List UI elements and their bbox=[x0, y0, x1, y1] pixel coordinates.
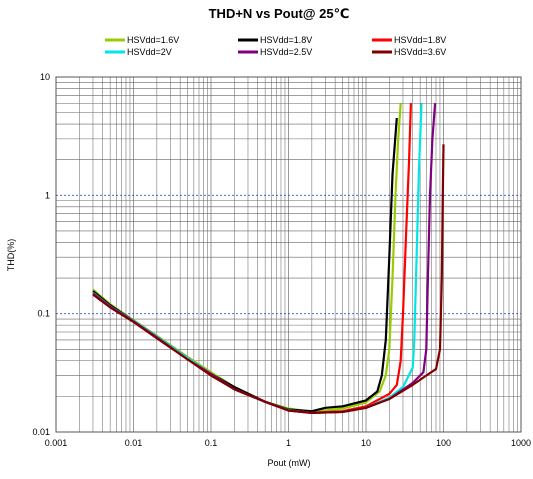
y-tick-labels: 10 1 0.1 0.01 bbox=[32, 72, 50, 437]
x-tick-label: 10 bbox=[361, 438, 371, 448]
x-tick-label: 0.1 bbox=[205, 438, 218, 448]
y-tick-label: 10 bbox=[40, 72, 50, 82]
y-tick-label: 1 bbox=[45, 190, 50, 200]
legend-label: HSVdd=1.8V bbox=[260, 35, 312, 45]
data-series bbox=[92, 103, 445, 414]
series-line bbox=[92, 117, 398, 413]
y-axis-label: THD(%) bbox=[6, 239, 16, 272]
series-line bbox=[92, 144, 445, 414]
legend-label: HSVdd=1.6V bbox=[127, 35, 179, 45]
series-line bbox=[92, 103, 402, 413]
chart-title: THD+N vs Pout@ 25℃ bbox=[209, 6, 350, 21]
y-tick-label: 0.01 bbox=[32, 427, 50, 437]
x-axis-label: Pout (mW) bbox=[267, 458, 310, 468]
chart-legend: HSVdd=1.6V HSVdd=1.8V HSVdd=1.8V HSVdd=2V HS… bbox=[105, 35, 446, 57]
series-line bbox=[92, 103, 423, 414]
x-tick-labels: 0.001 0.01 0.1 1 10 100 1000 bbox=[45, 438, 531, 448]
x-tick-label: 0.01 bbox=[125, 438, 143, 448]
grid-lines bbox=[55, 77, 521, 433]
y-tick-label: 0.1 bbox=[37, 309, 50, 319]
plot-area-frame bbox=[55, 76, 522, 433]
x-tick-label: 100 bbox=[436, 438, 451, 448]
x-tick-label: 1 bbox=[286, 438, 291, 448]
x-tick-label: 0.001 bbox=[45, 438, 68, 448]
series-line bbox=[92, 103, 412, 414]
legend-label: HSVdd=2V bbox=[127, 47, 172, 57]
legend-label: HSVdd=3.6V bbox=[394, 47, 446, 57]
legend-label: HSVdd=2.5V bbox=[260, 47, 312, 57]
legend-label: HSVdd=1.8V bbox=[394, 35, 446, 45]
x-tick-label: 1000 bbox=[511, 438, 531, 448]
